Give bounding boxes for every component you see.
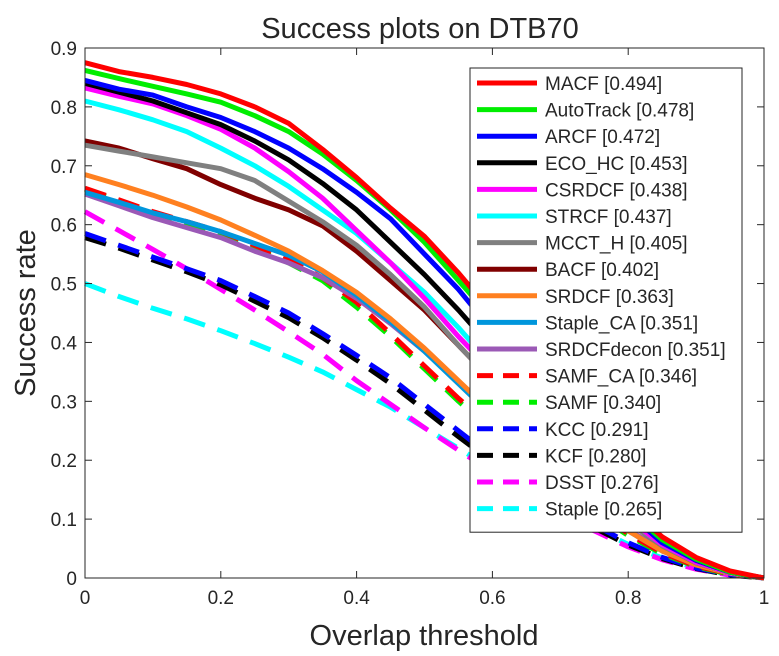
legend-label-9: Staple_CA [0.351]: [545, 313, 698, 334]
y-tick-label: 0.5: [51, 275, 77, 296]
legend-label-7: BACF [0.402]: [545, 260, 659, 281]
axes: 0 0.2 0.4 0.6 0.8 1 0 0.1 0.2 0.3 0.4 0.5 0.6 0.7 0.8 0…: [51, 39, 770, 609]
chart-title: Success plots on DTB70: [261, 13, 579, 45]
legend-label-15: DSST [0.276]: [545, 473, 659, 494]
x-tick-label: 1: [759, 588, 770, 609]
legend: MACF [0.494] AutoTrack [0.478] ARCF [0.472…: [469, 67, 743, 533]
series-line-15: [83, 209, 765, 581]
legend-label-8: SRDCF [0.363]: [545, 287, 674, 308]
y-tick-label: 0.3: [51, 392, 77, 413]
legend-label-3: ECO_HC [0.453]: [545, 154, 688, 175]
legend-label-5: STRCF [0.437]: [545, 207, 672, 228]
x-tick-label: 0.4: [343, 588, 370, 609]
x-tick-label: 0.2: [208, 588, 234, 609]
legend-label-16: Staple [0.265]: [545, 500, 662, 521]
series-line-8: [84, 172, 765, 581]
y-tick-label: 0.4: [51, 333, 78, 354]
y-tick-label: 0.8: [51, 98, 77, 119]
plot-area-frame: [84, 47, 765, 579]
x-tick-label: 0: [80, 588, 91, 609]
legend-label-0: MACF [0.494]: [545, 74, 662, 95]
y-tick-label: 0: [66, 569, 77, 590]
y-tick-label: 0.7: [51, 157, 77, 178]
y-tick-label: 0.2: [51, 451, 77, 472]
x-axis-label: Overlap threshold: [310, 620, 539, 652]
y-tick-label: 0.1: [51, 510, 77, 531]
series-line-13: [84, 231, 765, 581]
x-tick-label: 0.8: [615, 588, 641, 609]
y-tick-label: 0.6: [51, 216, 77, 237]
legend-label-6: MCCT_H [0.405]: [545, 234, 688, 255]
legend-label-14: KCF [0.280]: [545, 446, 646, 467]
y-tick-label: 0.9: [51, 39, 77, 60]
legend-label-2: ARCF [0.472]: [545, 127, 660, 148]
x-tick-label: 0.6: [479, 588, 505, 609]
legend-label-13: KCC [0.291]: [545, 420, 649, 441]
series-line-14: [84, 235, 765, 581]
legend-label-10: SRDCFdecon [0.351]: [545, 340, 726, 361]
legend-label-4: CSRDCF [0.438]: [545, 180, 688, 201]
legend-label-1: AutoTrack [0.478]: [545, 101, 694, 122]
y-axis-label: Success rate: [10, 229, 42, 397]
legend-label-11: SAMF_CA [0.346]: [545, 367, 697, 388]
legend-label-12: SAMF [0.340]: [545, 393, 661, 414]
